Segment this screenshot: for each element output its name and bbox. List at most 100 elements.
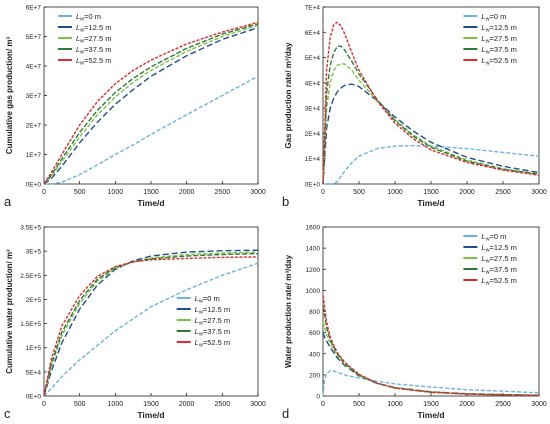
legend-item: Lw=27.5 m <box>176 316 230 327</box>
legend-item: Lw=0 m <box>463 232 506 243</box>
series-line <box>43 249 259 397</box>
y-tick-label: 5E+4 <box>26 369 42 376</box>
x-tick-label: 1500 <box>423 401 439 408</box>
panel-d: 0 500 1000 1500 2000 2500 3000 0 200 400 600 800 100… <box>282 225 547 422</box>
y-tick-label: 3E+5 <box>26 249 42 256</box>
y-tick-label: 3E+4 <box>305 106 321 113</box>
legend-label: Lw=52.5 m <box>76 56 111 67</box>
x-tick-label: 2500 <box>495 401 511 408</box>
series-line <box>44 75 259 185</box>
x-tick-label: 2000 <box>459 401 475 408</box>
legend-label: Lw=37.5 m <box>481 45 516 56</box>
legend-label: Lw=0 m <box>195 294 220 305</box>
x-tick-label: 2500 <box>495 189 511 196</box>
x-tick-label: 2500 <box>215 401 231 408</box>
y-axis-label: Water production rate/ m³/day <box>284 254 293 368</box>
legend-label: Lw=27.5 m <box>481 254 516 265</box>
x-tick-label: 1500 <box>423 189 439 196</box>
x-axis-label: Time/d <box>417 198 444 208</box>
x-tick-label: 2500 <box>215 189 231 196</box>
y-tick-label: 0E+0 <box>26 182 42 189</box>
legend-label: Lw=0 m <box>76 12 101 23</box>
y-tick-label: 800 <box>309 309 320 316</box>
series-line <box>43 251 259 397</box>
x-tick-label: 500 <box>353 189 365 196</box>
y-tick-label: 4E+7 <box>26 64 42 71</box>
legend-label: Lw=12.5 m <box>76 23 111 34</box>
y-tick-label: 1000 <box>306 288 321 295</box>
legend-item: Lw=37.5 m <box>463 265 517 276</box>
y-tick-label: 1E+7 <box>26 152 42 159</box>
y-tick-label: 2E+7 <box>26 123 42 130</box>
series-line <box>322 83 540 185</box>
legend-label: Lw=0 m <box>481 232 506 243</box>
x-tick-label: 3000 <box>531 401 547 408</box>
x-axis-label: Time/d <box>137 410 164 420</box>
series-line <box>322 321 540 396</box>
legend-item: Lw=0 m <box>176 294 220 305</box>
x-tick-label: 2000 <box>179 401 195 408</box>
y-tick-label: 2E+5 <box>26 297 42 304</box>
x-axis-label: Time/d <box>417 410 444 420</box>
y-tick-label: 6E+4 <box>305 30 321 37</box>
panel-letter: a <box>4 194 12 209</box>
legend-item: Lw=27.5 m <box>463 254 517 265</box>
series-line <box>43 252 259 397</box>
series-line <box>43 27 259 185</box>
y-tick-label: 1E+4 <box>305 156 321 163</box>
y-tick-label: 5E+7 <box>26 34 42 41</box>
series-line <box>43 262 259 397</box>
x-tick-label: 1500 <box>143 401 159 408</box>
legend-label: Lw=27.5 m <box>481 34 516 45</box>
legend-label: Lw=37.5 m <box>481 265 516 276</box>
y-tick-label: 1.5E+5 <box>20 321 41 328</box>
x-tick-label: 500 <box>74 189 86 196</box>
panel-a: 0 500 1000 1500 2000 2500 3000 0E+0 1E+7 2E+7 3E+7… <box>4 5 266 210</box>
series-line <box>322 306 540 397</box>
x-tick-label: 3000 <box>531 189 547 196</box>
y-tick-label: 3.5E+5 <box>20 225 41 232</box>
legend-label: Lw=27.5 m <box>195 316 230 327</box>
y-tick-label: 2E+4 <box>305 131 321 138</box>
y-tick-label: 1600 <box>306 225 321 232</box>
y-axis-label: Gas production rate/ m³/day <box>284 42 293 149</box>
x-tick-label: 1000 <box>108 189 124 196</box>
legend-item: Lw=27.5 m <box>463 34 517 45</box>
legend: Lw=0 mLw=12.5 mLw=27.5 mLw=37.5 mLw=52.5… <box>58 12 111 67</box>
legend-item: Lw=27.5 m <box>58 34 111 45</box>
y-tick-label: 2.5E+5 <box>20 273 41 280</box>
x-tick-label: 0 <box>321 189 325 196</box>
plot-frame <box>322 226 540 397</box>
legend-label: Lw=52.5 m <box>481 276 516 287</box>
legend-label: Lw=52.5 m <box>195 338 230 349</box>
y-axis-label: Cumulative gas production/ m³ <box>5 36 14 154</box>
panel-letter: b <box>282 194 289 209</box>
legend-label: Lw=37.5 m <box>76 45 111 56</box>
legend-item: Lw=12.5 m <box>463 243 517 254</box>
x-axis-label: Time/d <box>137 198 164 208</box>
x-tick-label: 0 <box>321 401 325 408</box>
y-axis-label: Cumulative water production/ m³ <box>5 249 14 374</box>
series-line <box>43 21 259 185</box>
legend-item: Lw=0 m <box>58 12 101 23</box>
series-line <box>322 21 540 185</box>
legend-item: Lw=52.5 m <box>463 56 517 67</box>
panel-letter: c <box>4 406 11 421</box>
x-tick-label: 2000 <box>179 189 195 196</box>
x-tick-label: 1000 <box>108 401 124 408</box>
x-tick-label: 0 <box>42 401 46 408</box>
y-tick-label: 6E+7 <box>26 5 42 12</box>
y-tick-label: 7E+4 <box>305 5 321 12</box>
y-tick-label: 200 <box>309 372 320 379</box>
x-tick-label: 3000 <box>250 401 266 408</box>
legend-item: Lw=0 m <box>463 12 506 23</box>
series-line <box>322 332 540 396</box>
legend-item: Lw=37.5 m <box>176 327 230 338</box>
legend: Lw=0 mLw=12.5 mLw=27.5 mLw=37.5 mLw=52.5… <box>463 232 517 287</box>
y-tick-label: 600 <box>309 330 320 337</box>
series-line <box>322 45 540 185</box>
legend-label: Lw=37.5 m <box>195 327 230 338</box>
x-tick-label: 0 <box>42 189 46 196</box>
legend-item: Lw=52.5 m <box>176 338 230 349</box>
